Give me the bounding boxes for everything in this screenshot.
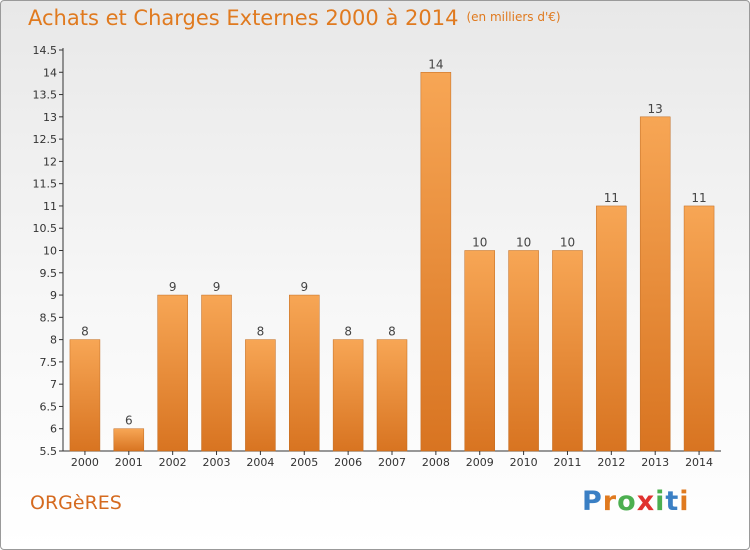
bar-value-label: 11 xyxy=(604,191,619,205)
bar-value-label: 11 xyxy=(691,191,706,205)
logo-letter: r xyxy=(602,486,618,517)
chart-title: Achats et Charges Externes 2000 à 2014 xyxy=(28,6,459,30)
bar xyxy=(552,250,583,452)
x-tick-label: 2014 xyxy=(685,456,713,469)
logo-letter: i xyxy=(655,486,666,517)
y-tick-label: 14.5 xyxy=(33,44,58,57)
y-tick-label: 8 xyxy=(50,334,57,347)
bar-value-label: 13 xyxy=(648,102,663,116)
y-tick-label: 12 xyxy=(43,155,57,168)
y-tick-label: 10.5 xyxy=(33,222,58,235)
y-tick-label: 13.5 xyxy=(33,89,58,102)
x-tick-label: 2007 xyxy=(378,456,406,469)
x-tick-label: 2005 xyxy=(290,456,318,469)
proxiti-logo: Proxiti xyxy=(582,486,690,517)
y-tick-label: 7.5 xyxy=(40,356,58,369)
bar xyxy=(69,339,101,452)
y-tick-label: 9 xyxy=(50,289,57,302)
bar xyxy=(201,294,232,452)
y-tick-label: 6 xyxy=(50,423,57,436)
x-tick-label: 2011 xyxy=(553,456,581,469)
y-tick-label: 10 xyxy=(43,245,57,258)
y-tick-label: 11.5 xyxy=(33,178,58,191)
y-tick-label: 11 xyxy=(43,200,57,213)
bar-value-label: 8 xyxy=(257,325,265,339)
bar-value-label: 10 xyxy=(560,236,575,250)
logo-letter: x xyxy=(636,486,656,517)
bar-value-label: 9 xyxy=(169,280,177,294)
logo-letter: t xyxy=(665,486,680,517)
y-tick-label: 9.5 xyxy=(40,267,58,280)
bar-value-label: 9 xyxy=(300,280,308,294)
y-tick-label: 14 xyxy=(43,66,57,79)
x-tick-label: 2010 xyxy=(510,456,538,469)
y-tick-label: 8.5 xyxy=(40,311,58,324)
x-tick-label: 2002 xyxy=(159,456,187,469)
chart-subtitle: (en milliers d'€) xyxy=(466,10,561,24)
x-tick-label: 2000 xyxy=(71,456,99,469)
bar xyxy=(508,250,539,452)
y-tick-label: 7 xyxy=(50,378,57,391)
bar xyxy=(289,294,320,452)
x-tick-label: 2008 xyxy=(422,456,450,469)
x-tick-label: 2001 xyxy=(115,456,143,469)
x-tick-label: 2004 xyxy=(246,456,274,469)
logo-letter: o xyxy=(617,486,637,517)
x-tick-label: 2009 xyxy=(466,456,494,469)
bar-value-label: 8 xyxy=(344,325,352,339)
y-tick-label: 12.5 xyxy=(33,133,58,146)
chart-title-block: Achats et Charges Externes 2000 à 2014 (e… xyxy=(28,6,561,30)
y-tick-label: 5.5 xyxy=(40,445,58,458)
bar xyxy=(245,339,276,452)
bar-value-label: 10 xyxy=(472,236,487,250)
bar xyxy=(113,428,145,452)
x-tick-label: 2003 xyxy=(203,456,231,469)
bar-value-label: 8 xyxy=(81,325,89,339)
bar xyxy=(332,339,364,452)
bar xyxy=(596,205,627,452)
y-tick-label: 13 xyxy=(43,111,57,124)
x-tick-label: 2013 xyxy=(641,456,669,469)
bar xyxy=(157,294,188,452)
x-tick-label: 2012 xyxy=(597,456,625,469)
bar-value-label: 6 xyxy=(125,414,133,428)
bar xyxy=(376,339,408,452)
logo-letter: P xyxy=(582,486,603,517)
bar-value-label: 8 xyxy=(388,325,396,339)
logo-letter: i xyxy=(679,486,690,517)
bar xyxy=(639,116,671,452)
bar xyxy=(420,72,452,452)
y-tick-label: 6.5 xyxy=(40,400,58,413)
commune-name: ORGèRES xyxy=(30,492,122,514)
bar xyxy=(464,250,495,452)
bar xyxy=(683,205,715,452)
bar-value-label: 14 xyxy=(428,57,443,71)
x-tick-label: 2006 xyxy=(334,456,362,469)
bar-value-label: 10 xyxy=(516,236,531,250)
bar-value-label: 9 xyxy=(213,280,221,294)
